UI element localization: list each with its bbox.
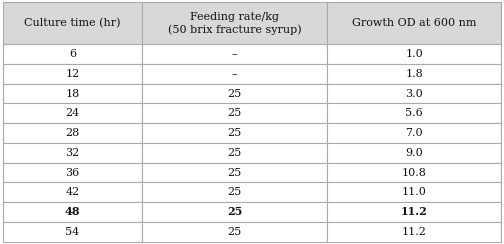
Text: 12: 12	[65, 69, 80, 79]
Bar	[142, 163, 327, 182]
Bar	[3, 103, 142, 123]
Text: 25: 25	[227, 206, 242, 217]
Text: 10.8: 10.8	[402, 168, 426, 178]
Bar	[327, 143, 501, 163]
Text: 28: 28	[65, 128, 80, 138]
Bar	[142, 202, 327, 222]
Text: –: –	[232, 69, 237, 79]
Text: 32: 32	[65, 148, 80, 158]
Text: –: –	[232, 49, 237, 59]
Text: 25: 25	[227, 168, 241, 178]
Bar	[3, 202, 142, 222]
Text: 7.0: 7.0	[405, 128, 423, 138]
Bar	[3, 123, 142, 143]
Bar	[327, 103, 501, 123]
Bar	[142, 143, 327, 163]
Bar	[327, 2, 501, 44]
Bar	[142, 64, 327, 84]
Text: 25: 25	[227, 148, 241, 158]
Bar	[3, 143, 142, 163]
Bar	[142, 2, 327, 44]
Bar	[142, 103, 327, 123]
Text: 3.0: 3.0	[405, 89, 423, 99]
Text: 25: 25	[227, 187, 241, 197]
Text: 25: 25	[227, 108, 241, 118]
Bar	[142, 182, 327, 202]
Bar	[327, 64, 501, 84]
Bar	[3, 84, 142, 103]
Bar	[3, 2, 142, 44]
Text: 5.6: 5.6	[405, 108, 423, 118]
Text: 36: 36	[65, 168, 80, 178]
Text: 9.0: 9.0	[405, 148, 423, 158]
Text: 6: 6	[69, 49, 76, 59]
Bar	[327, 202, 501, 222]
Text: Culture time (hr): Culture time (hr)	[24, 18, 120, 29]
Text: 11.2: 11.2	[402, 227, 426, 237]
Bar	[3, 222, 142, 242]
Text: 11.0: 11.0	[402, 187, 426, 197]
Bar	[327, 44, 501, 64]
Bar	[3, 44, 142, 64]
Text: 25: 25	[227, 227, 241, 237]
Text: 48: 48	[65, 206, 80, 217]
Bar	[327, 84, 501, 103]
Text: 1.8: 1.8	[405, 69, 423, 79]
Bar	[327, 182, 501, 202]
Text: 1.0: 1.0	[405, 49, 423, 59]
Bar	[142, 84, 327, 103]
Bar	[3, 182, 142, 202]
Bar	[142, 123, 327, 143]
Bar	[3, 163, 142, 182]
Text: Feeding rate/kg
(50 brix fracture syrup): Feeding rate/kg (50 brix fracture syrup)	[168, 12, 301, 34]
Text: 24: 24	[65, 108, 80, 118]
Text: 25: 25	[227, 128, 241, 138]
Text: 11.2: 11.2	[401, 206, 427, 217]
Text: 54: 54	[65, 227, 80, 237]
Text: 25: 25	[227, 89, 241, 99]
Bar	[3, 64, 142, 84]
Bar	[327, 222, 501, 242]
Text: 18: 18	[65, 89, 80, 99]
Text: 42: 42	[65, 187, 80, 197]
Bar	[327, 123, 501, 143]
Bar	[142, 222, 327, 242]
Bar	[142, 44, 327, 64]
Text: Growth OD at 600 nm: Growth OD at 600 nm	[352, 18, 476, 28]
Bar	[327, 163, 501, 182]
